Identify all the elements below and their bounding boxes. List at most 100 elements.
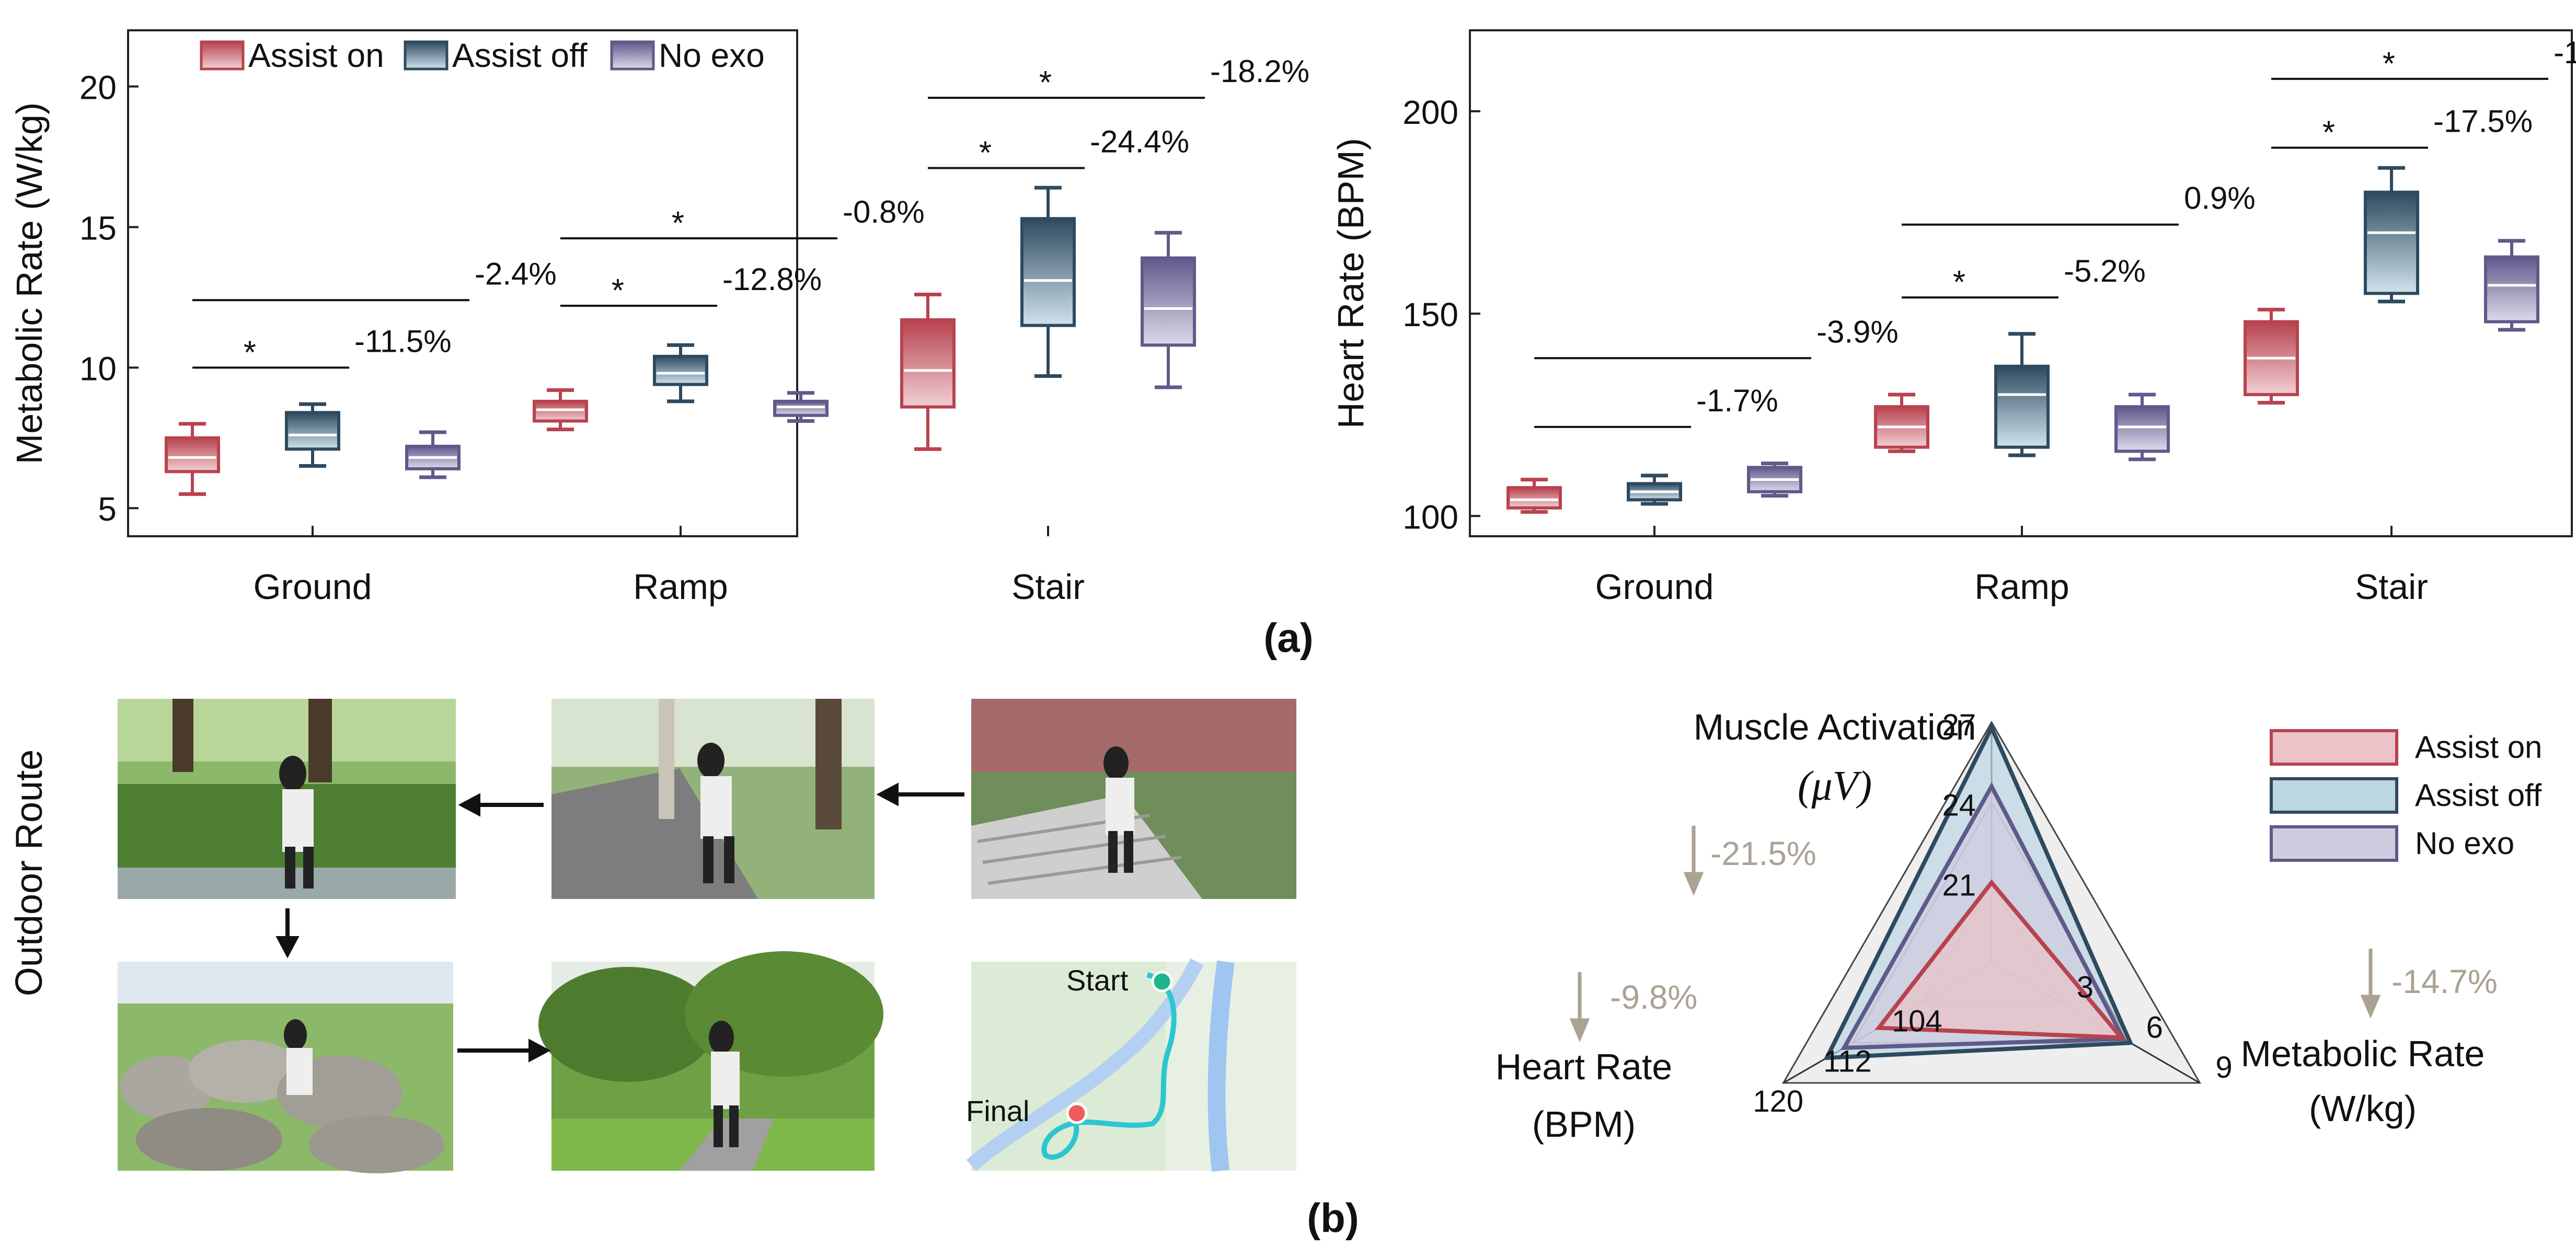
y-axis-label: Metabolic Rate (W/kg) xyxy=(9,102,50,464)
legend: Assist on Assist off No exo xyxy=(200,37,765,74)
significance-annotations: * -11.5% -2.4% * -12.8% * -0.8% * -24.4% * -18.2% xyxy=(192,54,1309,371)
radar-axis-label-muscle: Muscle Activation xyxy=(1694,707,1976,747)
x-tick-label: Ramp xyxy=(1974,567,2069,607)
significance-star: * xyxy=(2322,115,2335,151)
down-arrow-icon xyxy=(1683,826,1704,896)
significance-star: * xyxy=(1039,65,1052,101)
route-title: Outdoor Route xyxy=(8,749,50,996)
legend-label-assist-on: Assist on xyxy=(2415,730,2542,765)
box-assist-off xyxy=(285,402,340,468)
route-path xyxy=(1041,972,1177,1160)
box-body xyxy=(653,354,708,386)
map-final-label: Final xyxy=(966,1094,1029,1127)
box-assist-on xyxy=(533,388,588,432)
y-tick-label: 100 xyxy=(1402,498,1458,536)
box-no-exo xyxy=(773,391,829,423)
panel-label-b: (b) xyxy=(1307,1195,1359,1241)
legend-swatch-no-exo xyxy=(2270,825,2398,862)
route-photo-5 xyxy=(538,951,883,1171)
radar-chart: 21 24 27 3 6 9 104 112 120 xyxy=(1753,708,2232,1118)
panel-label-a: (a) xyxy=(1263,615,1313,661)
y-axis-label: Heart Rate (BPM) xyxy=(1330,138,1371,429)
box-body xyxy=(2364,190,2419,295)
legend-label-no-exo: No exo xyxy=(659,37,765,74)
radar-tick-label: 6 xyxy=(2146,1010,2163,1044)
plot-frame xyxy=(127,29,798,537)
legend-label-assist-off: Assist off xyxy=(452,37,588,74)
percent-change-label: -11.0% xyxy=(2554,35,2576,70)
legend-swatch-no-exo xyxy=(610,40,655,71)
x-tick-label: Ground xyxy=(254,567,372,607)
y-tick-label: 5 xyxy=(98,490,117,528)
radar-axis-label-heart: Heart Rate xyxy=(1496,1046,1672,1087)
box-body xyxy=(1506,486,1562,510)
x-tick-label: Stair xyxy=(2355,567,2428,607)
radar-axis-unit-muscle: (μV) xyxy=(1798,763,1872,809)
box-assist-off xyxy=(1020,186,1076,378)
box-assist-on xyxy=(165,422,220,496)
percent-change-label: -12.8% xyxy=(722,262,822,297)
radar-note-muscle: -21.5% xyxy=(1710,835,1816,872)
y-tick-label: 200 xyxy=(1402,94,1458,131)
box-body xyxy=(773,399,829,417)
y-tick-label: 15 xyxy=(79,209,117,247)
route-arrows xyxy=(275,782,964,1063)
radar-tick-label: 104 xyxy=(1892,1005,1942,1039)
map-start-label: Start xyxy=(1066,964,1129,997)
box-body xyxy=(165,436,220,474)
percent-change-label: -2.4% xyxy=(475,256,557,291)
significance-star: * xyxy=(612,273,624,309)
legend-swatch-assist-on xyxy=(2270,729,2398,766)
radar-legend: Assist on Assist off No exo xyxy=(2270,729,2542,862)
route-photo-2 xyxy=(551,699,875,899)
route-map: Start Final xyxy=(966,958,1296,1172)
outdoor-route: Outdoor Route xyxy=(8,699,1296,1173)
significance-star: * xyxy=(1953,264,1965,301)
route-photo-4 xyxy=(118,962,453,1173)
box-body xyxy=(1141,256,1196,347)
route-photo-1 xyxy=(118,699,456,899)
percent-change-label: -18.2% xyxy=(1210,54,1309,89)
box-body xyxy=(533,399,588,423)
y-tick-label: 10 xyxy=(79,350,117,387)
radar-tick-label: 3 xyxy=(2077,971,2094,1005)
box-body xyxy=(1020,217,1076,327)
legend-label-assist-off: Assist off xyxy=(2415,778,2542,813)
box-assist-on xyxy=(900,293,956,451)
radar-tick-label: 112 xyxy=(1823,1044,1871,1078)
legend-label-assist-on: Assist on xyxy=(248,37,384,74)
y-tick-label: 20 xyxy=(79,69,117,107)
down-arrow-icon xyxy=(1569,972,1590,1042)
percent-change-label: -0.8% xyxy=(843,194,925,229)
route-photo-3 xyxy=(971,699,1296,899)
significance-annotations: -1.7% -3.9% * -5.2% 0.9% * -17.5% * -11.0% xyxy=(1534,35,2576,428)
y-axis: 5 10 15 20 xyxy=(79,69,139,528)
percent-change-label: -3.9% xyxy=(1816,314,1899,349)
percent-change-label: -17.5% xyxy=(2433,104,2533,139)
box-assist-on xyxy=(2244,307,2299,405)
percent-change-label: -24.4% xyxy=(1090,124,1189,159)
box-no-exo xyxy=(1747,462,1802,498)
x-tick-label: Stair xyxy=(1011,567,1085,607)
radar-tick-label: 27 xyxy=(1942,708,1976,742)
box-assist-off xyxy=(2364,166,2419,304)
box-body xyxy=(2484,255,2539,324)
radar-notes: -21.5% -14.7% -9.8% xyxy=(1569,826,2498,1042)
percent-change-label: 0.9% xyxy=(2184,181,2256,216)
x-axis: Ground Ramp Stair xyxy=(254,526,1085,607)
legend-swatch-assist-on xyxy=(200,40,245,71)
radar-tick-label: 9 xyxy=(2215,1051,2232,1085)
box-no-exo xyxy=(405,430,461,479)
box-assist-off xyxy=(1994,332,2050,457)
radar-note-heart: -9.8% xyxy=(1610,978,1697,1016)
radar-series-assist-on xyxy=(1874,879,2126,1040)
down-arrow-icon xyxy=(2360,949,2381,1019)
significance-star: * xyxy=(244,334,256,371)
x-axis: Ground Ramp Stair xyxy=(1595,526,2428,607)
box-assist-off xyxy=(1627,474,1682,506)
radar-axis-unit-heart: (BPM) xyxy=(1532,1104,1636,1145)
box-body xyxy=(1994,364,2050,449)
percent-change-label: -11.5% xyxy=(354,324,452,359)
